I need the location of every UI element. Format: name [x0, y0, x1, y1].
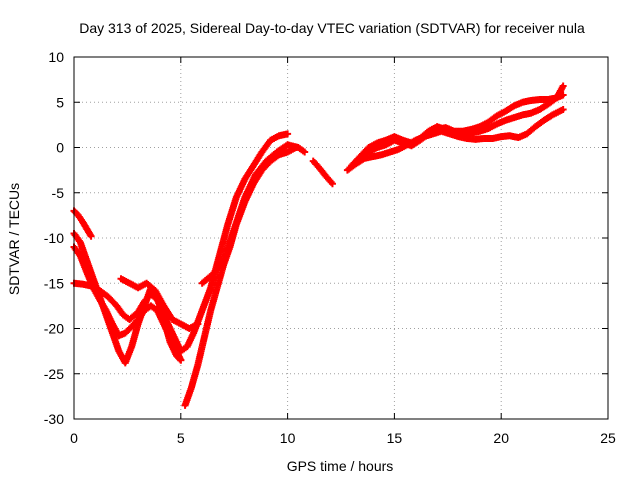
series-track-d [70, 207, 95, 240]
data-point [328, 180, 336, 188]
y-tick-label: -10 [44, 230, 64, 246]
x-tick-label: 5 [177, 430, 185, 446]
x-tick-label: 20 [493, 430, 509, 446]
data-point [559, 105, 567, 113]
chart-title: Day 313 of 2025, Sidereal Day-to-day VTE… [79, 20, 585, 36]
series-track-c [70, 243, 185, 364]
plot-frame [73, 56, 609, 420]
y-tick-label: 10 [48, 49, 64, 65]
x-tick-label: 15 [387, 430, 403, 446]
tick-labels: 0 5 10 15 20 25 -30 -25 -20 -15 -10 -5 0 5 10 [44, 49, 616, 446]
data-point [177, 356, 185, 364]
y-tick-label: 5 [56, 94, 64, 110]
series-track-g [198, 141, 309, 287]
data-point [284, 130, 292, 138]
series-track-e [117, 275, 202, 332]
x-tick-label: 10 [280, 430, 296, 446]
y-tick-label: -5 [52, 185, 65, 201]
data-point [87, 232, 95, 240]
x-tick-label: 25 [600, 430, 616, 446]
y-tick-label: 0 [56, 140, 64, 156]
series-track-h [309, 157, 336, 188]
data-points [70, 82, 567, 409]
y-tick-label: -30 [44, 411, 64, 427]
y-tick-label: -20 [44, 321, 64, 337]
x-axis-label: GPS time / hours [287, 458, 394, 474]
y-axis-label: SDTVAR / TECUs [6, 183, 22, 295]
data-point [559, 82, 567, 90]
series-track-k [356, 82, 567, 161]
data-point [194, 320, 202, 328]
data-point [301, 148, 309, 156]
y-tick-label: -15 [44, 275, 64, 291]
y-tick-label: -25 [44, 366, 64, 382]
x-tick-label: 0 [70, 430, 78, 446]
